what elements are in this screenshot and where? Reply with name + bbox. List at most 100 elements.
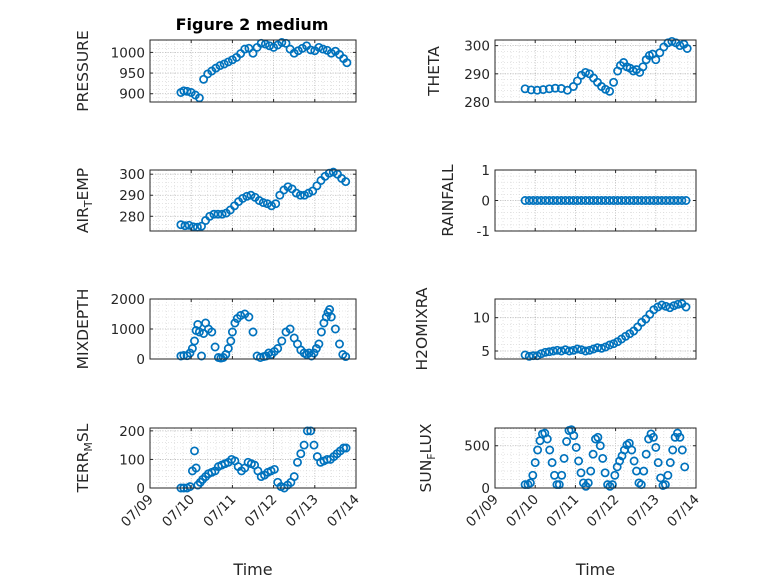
data-point xyxy=(586,466,596,476)
data-point xyxy=(293,457,302,467)
x-tick-label: 07/14 xyxy=(664,492,703,531)
data-point xyxy=(639,466,649,476)
data-point xyxy=(538,85,548,95)
data-point xyxy=(572,344,582,354)
y-axis-label-main: MIXDEPTH xyxy=(74,289,92,370)
y-axis-label-main: RAINFALL xyxy=(439,164,457,237)
data-point xyxy=(302,426,312,436)
data-point xyxy=(265,41,274,51)
data-point xyxy=(536,196,546,205)
data-point xyxy=(182,86,192,96)
data-point xyxy=(309,440,319,450)
data-point xyxy=(318,44,328,54)
data-point xyxy=(681,196,691,205)
y-axis-label: THETA xyxy=(425,46,443,97)
x-tick-label: 07/11 xyxy=(543,492,582,531)
y-axis-label-rest: EMP xyxy=(74,168,92,201)
data-point xyxy=(273,344,283,353)
data-point xyxy=(248,48,258,58)
data-point xyxy=(637,196,647,205)
data-point xyxy=(180,221,190,231)
data-point xyxy=(213,209,223,219)
x-tick-label: 07/14 xyxy=(324,492,363,531)
axes-box xyxy=(494,298,697,360)
data-point xyxy=(638,62,648,72)
subplot-terrmsl: 0 100 200 07/09 07/10 07/11 07/12 07/13 07/14 Tim… xyxy=(74,423,363,579)
x-axis-label: Time xyxy=(575,560,615,579)
y-tick-label: 300 xyxy=(119,167,145,183)
data-point xyxy=(197,221,206,231)
data-point xyxy=(585,345,594,355)
data-point xyxy=(568,82,578,91)
data-point xyxy=(597,343,606,353)
data-point xyxy=(242,191,252,201)
data-point xyxy=(557,470,567,480)
data-point xyxy=(244,312,254,322)
axes-box xyxy=(494,39,697,103)
data-point xyxy=(328,167,338,177)
data-point xyxy=(593,343,602,353)
data-point xyxy=(627,445,637,455)
data-point xyxy=(609,77,619,87)
data-point xyxy=(342,58,352,68)
data-point xyxy=(271,199,281,209)
data-point xyxy=(520,196,530,205)
y-tick-label: 0 xyxy=(481,481,490,497)
y-axis-label: AIRTEMP xyxy=(74,168,95,233)
x-tick-label: 07/11 xyxy=(200,492,239,531)
subplot-pressure: 900 950 1000 PRESSURE xyxy=(74,30,357,112)
data-point xyxy=(574,456,584,466)
data-point xyxy=(528,470,538,480)
data-point xyxy=(526,85,536,95)
x-tick-label: 07/09 xyxy=(463,492,502,531)
y-tick-label: 950 xyxy=(119,66,145,82)
y-axis-label-main: PRESSURE xyxy=(74,30,92,112)
subplot-rainfall: -1 0 1 RAINFALL xyxy=(439,163,697,240)
y-tick-label: 10 xyxy=(473,311,490,327)
data-point xyxy=(215,61,225,71)
data-point xyxy=(556,196,566,205)
data-point xyxy=(205,211,215,221)
data-point xyxy=(588,449,598,459)
data-point xyxy=(593,432,603,442)
data-point xyxy=(581,67,590,77)
data-point xyxy=(653,196,663,205)
data-point xyxy=(330,324,340,334)
y-axis-label: PRESSURE xyxy=(74,30,92,112)
data-point xyxy=(601,196,610,205)
y-tick-label: 0 xyxy=(136,352,145,368)
data-point xyxy=(525,478,535,488)
data-point xyxy=(210,342,220,352)
y-axis-label: RAINFALL xyxy=(439,164,457,237)
data-point xyxy=(682,44,692,53)
data-point xyxy=(341,177,351,187)
data-point xyxy=(248,327,258,337)
y-tick-label: 0 xyxy=(481,194,490,210)
data-point xyxy=(306,45,316,55)
data-point xyxy=(289,472,299,482)
y-tick-label: 100 xyxy=(119,452,145,468)
data-point xyxy=(185,482,195,492)
data-point xyxy=(598,453,608,463)
data-point xyxy=(571,442,581,452)
data-point xyxy=(569,431,579,441)
data-point xyxy=(199,329,209,338)
data-point xyxy=(651,55,661,65)
data-point xyxy=(258,198,268,208)
data-point xyxy=(230,318,240,328)
data-point xyxy=(217,209,227,219)
data-point xyxy=(190,336,199,346)
x-tick-label: 07/12 xyxy=(584,492,623,531)
data-point xyxy=(556,346,566,356)
data-point xyxy=(576,196,586,205)
y-axis-label-main: AIR xyxy=(74,207,92,233)
data-point xyxy=(341,443,351,453)
x-tick-label: 07/13 xyxy=(283,492,322,531)
data-point xyxy=(547,458,557,468)
x-axis-label: Time xyxy=(232,560,272,579)
y-axis-label-rest: LUX xyxy=(417,423,435,453)
y-tick-label: 900 xyxy=(119,87,145,103)
y-tick-label: 500 xyxy=(464,439,490,455)
data-point xyxy=(681,302,691,312)
x-tick-label: 07/10 xyxy=(159,492,198,531)
